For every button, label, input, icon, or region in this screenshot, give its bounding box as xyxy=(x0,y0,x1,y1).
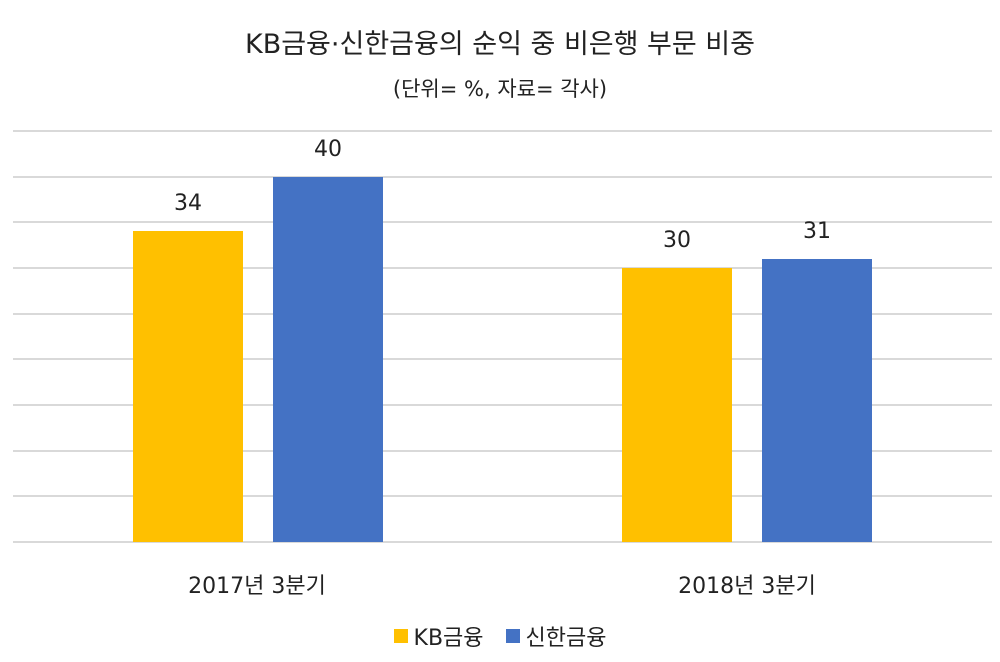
data-label: 40 xyxy=(314,136,342,162)
legend-label-shinhan: 신한금융 xyxy=(525,626,607,651)
legend-item-kb: KB금융 xyxy=(393,620,484,652)
chart-title: KB금융·신한금융의 순익 중 비은행 부문 비중 xyxy=(244,29,755,60)
data-label: 31 xyxy=(803,218,831,244)
chart-subtitle: (단위= %, 자료= 각사) xyxy=(392,77,608,101)
legend-label-kb: KB금융 xyxy=(413,626,484,651)
data-label: 34 xyxy=(174,191,202,217)
gridline xyxy=(13,358,992,361)
legend-swatch-shinhan-icon xyxy=(505,629,520,643)
gridline xyxy=(13,267,992,269)
legend-item-shinhan: 신한금융 xyxy=(505,620,607,652)
legend-swatch-kb-icon xyxy=(393,629,408,643)
gridline xyxy=(13,312,992,315)
gridline xyxy=(13,130,992,132)
legend: KB금융 신한금융 xyxy=(0,620,1000,652)
gridline xyxy=(13,175,992,178)
gridline xyxy=(13,449,992,452)
gridline xyxy=(13,221,992,224)
bar-shinhan-1 xyxy=(762,258,872,542)
category-label-2017q3: 2017년 3분기 xyxy=(188,574,326,599)
data-label: 30 xyxy=(663,228,691,253)
gridline xyxy=(13,495,992,498)
category-label-2018q3: 2018년 3분기 xyxy=(678,574,816,599)
bar-kb-0 xyxy=(133,231,243,542)
bar-shinhan-0 xyxy=(273,176,383,542)
gridline xyxy=(13,541,992,543)
bar-kb-1 xyxy=(622,268,732,542)
gridline xyxy=(13,404,992,406)
